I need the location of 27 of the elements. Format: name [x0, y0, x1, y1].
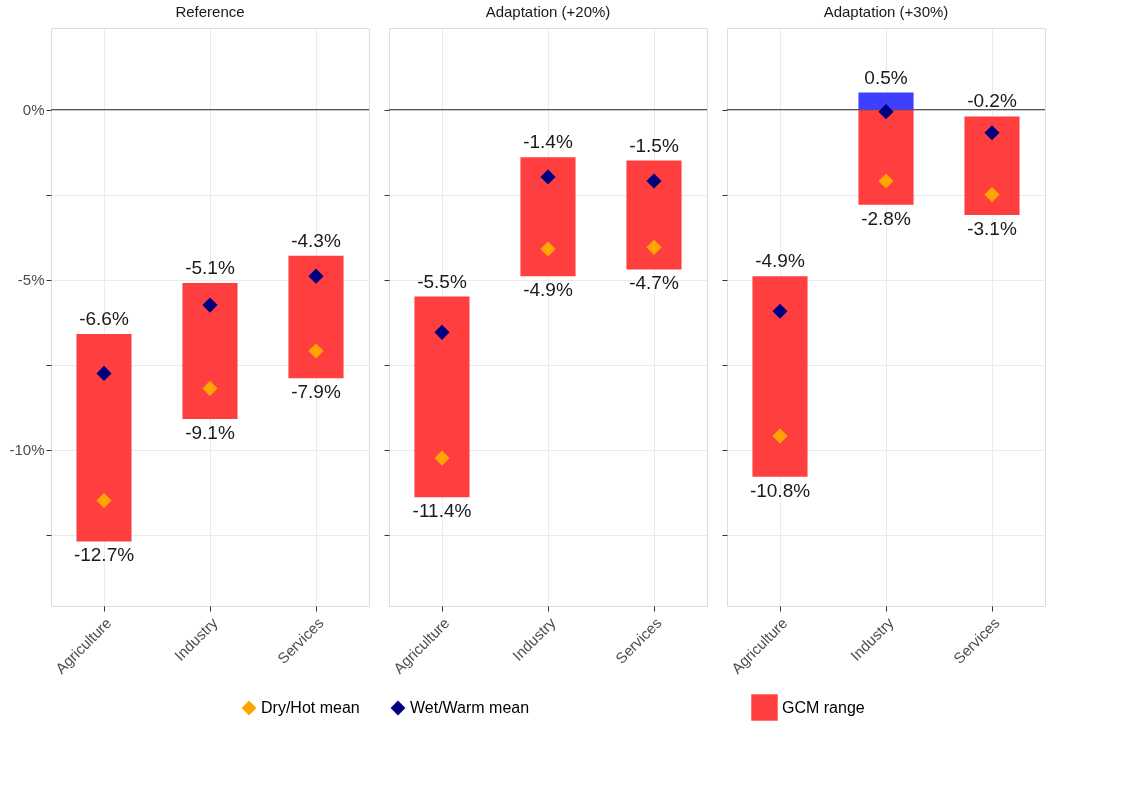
annotation: -6.6% [79, 308, 129, 329]
chart-title: Adaptation (+20%) [485, 3, 611, 20]
y-tick-label: -5% [17, 271, 45, 289]
y-tick-label: -10% [9, 441, 45, 459]
annotation: -5.5% [417, 270, 467, 292]
annotation: -5.1% [185, 257, 235, 278]
legend-label: Wet/Warm mean [410, 699, 530, 716]
annotation: -4.3% [291, 229, 341, 251]
annotation: -9.1% [185, 422, 235, 443]
annotation: -12.7% [73, 544, 135, 566]
annotation: -1.5% [629, 134, 679, 156]
chart-title: Reference [175, 3, 245, 20]
annotation: -1.4% [523, 131, 573, 153]
legend-label: GCM range [782, 698, 865, 716]
annotation: -4.9% [755, 250, 805, 272]
annotation: -0.2% [967, 90, 1017, 112]
legend-label: Dry/Hot mean [261, 699, 360, 716]
annotation: -3.1% [967, 218, 1017, 239]
annotation: -2.8% [861, 207, 911, 229]
chart-title: Adaptation (+30%) [823, 3, 949, 20]
annotation: -4.7% [629, 272, 679, 294]
annotation: -11.4% [412, 500, 472, 522]
annotation: 0.5% [864, 66, 908, 88]
y-tick-label: 0% [22, 101, 45, 119]
annotation: -7.9% [291, 381, 341, 403]
annotation: -10.8% [749, 479, 811, 501]
annotation: -4.9% [523, 279, 573, 301]
